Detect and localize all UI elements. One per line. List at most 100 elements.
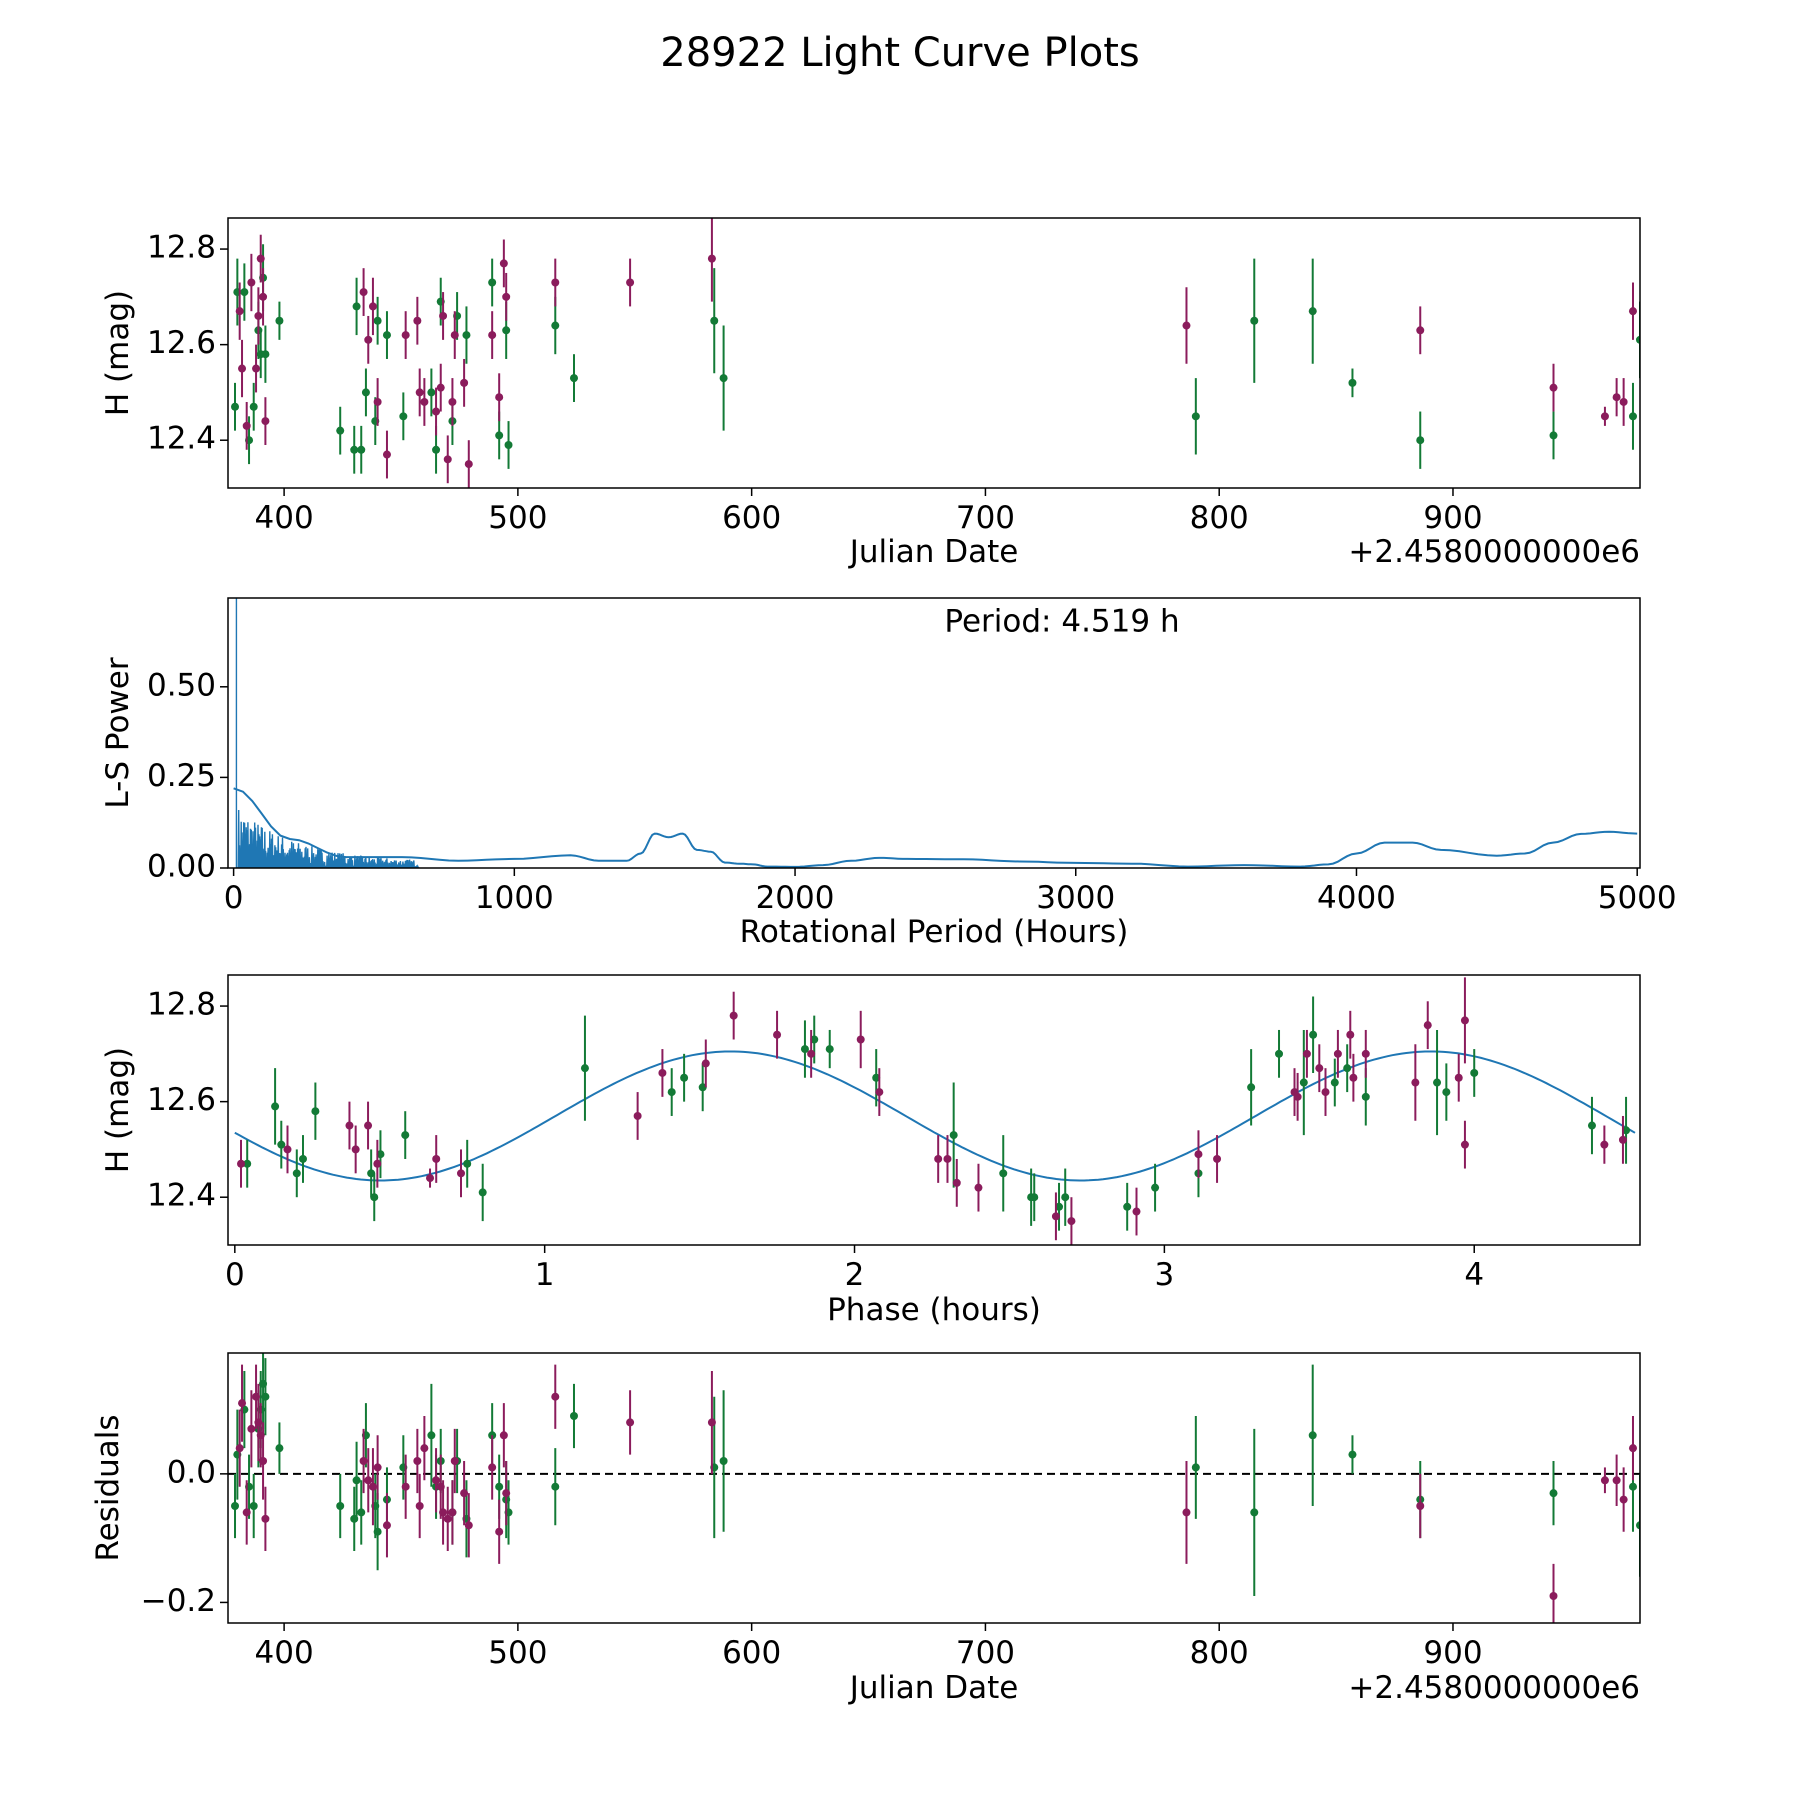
x-tick-label: 500 [488,1635,547,1671]
green-data-point [1030,1193,1039,1202]
green-data-point [243,1159,252,1168]
green-data-point [277,1140,286,1149]
green-data-point [667,1088,676,1097]
purple-data-point [460,1489,469,1498]
purple-data-point [495,1527,504,1536]
x-tick-label: 1000 [475,880,554,916]
y-tick-label: −0.2 [141,1583,216,1619]
purple-data-point [413,1457,422,1465]
purple-data-point [1619,397,1628,406]
purple-data-point [460,378,469,387]
purple-data-point [1321,1088,1330,1097]
green-data-point [367,1169,376,1178]
purple-data-point [502,1489,511,1498]
green-data-point [463,1159,472,1168]
x-tick-label: 500 [488,500,547,536]
green-data-point [1416,436,1425,445]
green-data-point [1308,307,1317,316]
x-tick-label: 1 [535,1257,555,1293]
green-data-point [292,1169,301,1178]
purple-data-point [432,407,441,416]
green-data-point [569,1412,578,1420]
purple-data-point [499,1431,508,1440]
purple-data-point [448,397,457,406]
green-data-point [298,1154,307,1163]
residuals-ylabel: Residuals [90,1414,126,1561]
residuals-xlabel: Julian Date [848,1670,1019,1706]
purple-data-point [1361,1049,1370,1058]
green-data-point [698,1083,707,1092]
green-data-point [1061,1193,1070,1202]
purple-data-point [420,397,429,406]
purple-data-point [448,1508,457,1517]
purple-data-point [237,1159,246,1168]
green-data-point [551,321,560,330]
purple-data-point [364,1476,373,1485]
x-tick-label: 900 [1423,1635,1482,1671]
purple-data-point [351,1145,360,1154]
residuals-axes-frame [227,1352,1641,1624]
light-curve-axes-frame [227,217,1641,489]
purple-data-point [1333,1049,1342,1058]
purple-data-point [401,331,410,340]
x-tick-label: 800 [1190,500,1249,536]
phased-ylabel: H (mag) [100,1047,136,1173]
x-tick-label: 400 [255,500,314,536]
x-tick-label: 0 [224,880,244,916]
green-data-point [495,1482,504,1491]
green-data-point [1433,1078,1442,1087]
green-data-point [357,445,366,454]
purple-data-point [256,254,265,263]
purple-data-point [464,1521,473,1530]
green-data-point [373,316,382,325]
green-data-point [271,1102,280,1111]
green-data-point [249,402,258,411]
green-data-point [401,1131,410,1140]
purple-data-point [382,450,391,459]
purple-data-point [1600,1476,1609,1485]
green-data-point [352,302,361,311]
green-data-point [569,374,578,383]
green-data-point [1123,1202,1132,1211]
purple-data-point [701,1059,710,1068]
purple-data-point [1315,1064,1324,1073]
purple-data-point [242,1508,251,1517]
purple-data-point [1460,1016,1469,1025]
purple-data-point [499,259,508,268]
periodogram-line [233,787,1638,868]
purple-data-point [368,302,377,311]
green-data-point [427,1431,436,1440]
green-data-point [427,388,436,397]
purple-data-point [1346,1030,1355,1039]
y-tick-label: 12.4 [147,1178,216,1214]
y-tick-label: 0.25 [147,758,216,794]
x-tick-label: 700 [956,1635,1015,1671]
green-data-point [1250,316,1259,325]
purple-data-point [1213,1154,1222,1163]
purple-data-point [934,1154,943,1163]
phased-axes-frame [227,974,1641,1246]
purple-data-point [364,335,373,344]
green-data-point [551,1482,560,1491]
green-data-point [350,445,359,454]
purple-data-point [1293,1092,1302,1101]
light-curve-offset-text: +2.4580000000e6 [1348,534,1640,570]
phased-panel: 0 1 2 3 4 12.4 12.6 12.8 Phase (hours) H (mag) [100,974,1641,1328]
purple-data-point [1460,1140,1469,1149]
x-tick-label: 4000 [1317,880,1396,916]
green-data-point [336,426,345,435]
green-data-point [1628,412,1637,421]
purple-data-point [1612,1476,1621,1485]
purple-data-point [261,417,270,426]
green-data-point [1348,378,1357,387]
purple-data-point [551,1392,560,1401]
purple-data-point [551,278,560,287]
purple-data-point [420,1444,429,1453]
purple-data-point [415,1502,424,1510]
purple-data-point [1549,383,1558,392]
green-data-point [352,1476,361,1485]
light-curve-ylabel: H (mag) [100,290,136,416]
residuals-offset-text: +2.4580000000e6 [1348,1670,1640,1706]
green-data-point [1361,1092,1370,1101]
